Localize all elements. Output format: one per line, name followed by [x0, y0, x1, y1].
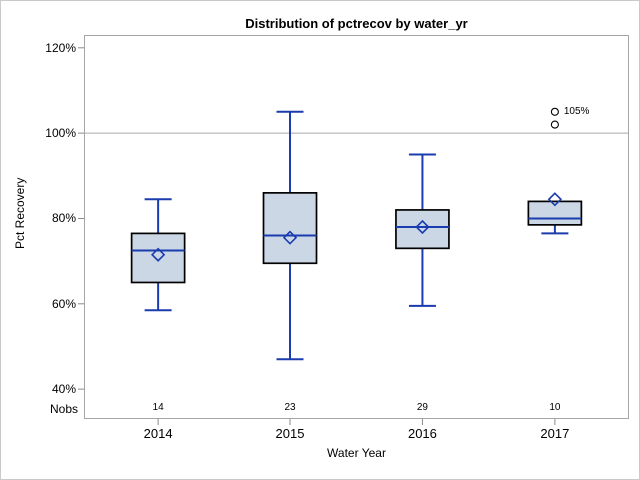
y-tick-label: 40%	[51, 382, 76, 397]
x-axis-title: Water Year	[327, 446, 386, 460]
y-tick-label: 100%	[45, 126, 76, 141]
nobs-value: 23	[284, 402, 296, 413]
y-tick-label: 60%	[51, 296, 76, 311]
x-tick-label: 2017	[540, 426, 570, 441]
y-tick-label: 120%	[45, 40, 76, 55]
nobs-value: 14	[152, 402, 164, 413]
x-tick-label: 2014	[143, 426, 173, 441]
x-tick-label: 2016	[407, 426, 437, 441]
plot-area	[84, 35, 629, 419]
x-tick-label: 2015	[275, 426, 305, 441]
nobs-value: 10	[549, 402, 561, 413]
nobs-row-label: Nobs	[49, 402, 78, 416]
outlier-label: 105%	[563, 105, 590, 117]
chart-title: Distribution of pctrecov by water_yr	[245, 16, 468, 31]
y-axis-title: Pct Recovery	[13, 177, 27, 249]
nobs-value: 29	[416, 402, 428, 413]
y-tick-label: 80%	[51, 211, 76, 226]
